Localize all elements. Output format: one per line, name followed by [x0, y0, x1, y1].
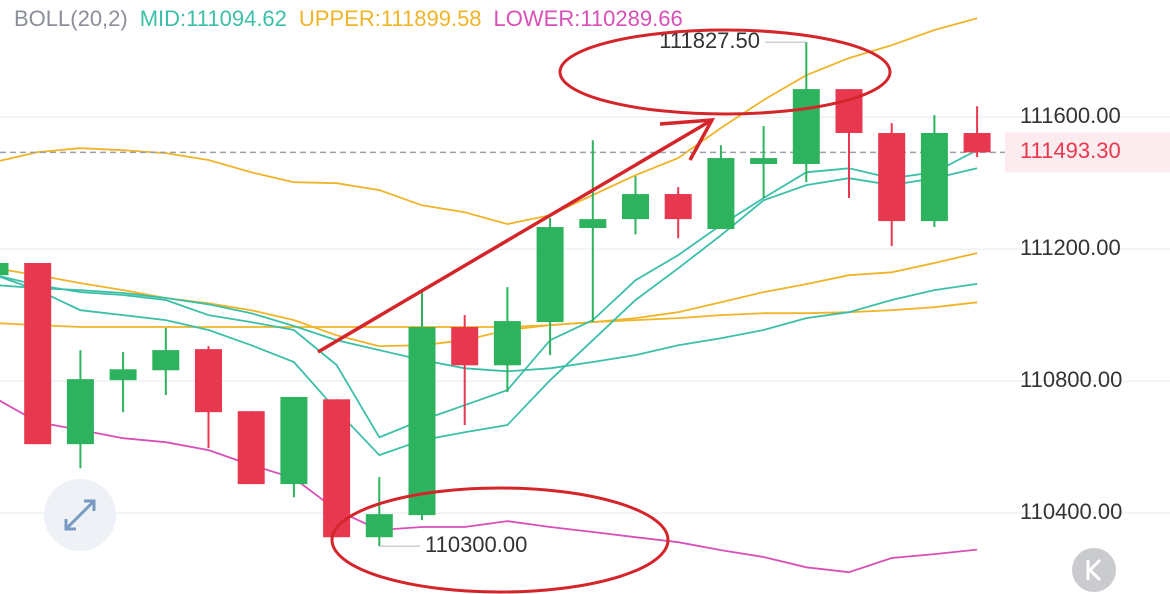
- indicator-label: BOLL(20,2): [14, 6, 128, 31]
- legend-entry: MID:111094.62: [140, 6, 287, 31]
- candle-body: [24, 263, 52, 445]
- candle-body: [195, 349, 222, 413]
- candle-body: [579, 219, 607, 229]
- candle-body: [963, 132, 991, 153]
- indicator-line: [0, 399, 978, 574]
- candle-body: [750, 158, 778, 165]
- indicator-line: [0, 283, 978, 373]
- candle-body: [365, 514, 393, 538]
- indicator-line: [0, 252, 978, 348]
- highlight-ellipse: [330, 486, 670, 594]
- highlight-ellipse: [558, 28, 892, 116]
- candle-body: [622, 194, 649, 220]
- legend-entry: LOWER:110289.66: [494, 6, 683, 31]
- kline-button[interactable]: [1072, 548, 1116, 592]
- last-price-box: [1005, 132, 1170, 173]
- candle-body: [323, 399, 351, 538]
- y-tick-label: 111600.00: [1020, 103, 1121, 128]
- candle-body: [451, 327, 479, 366]
- candle-body: [408, 327, 436, 516]
- candle-body: [109, 369, 137, 381]
- candle-body: [280, 396, 308, 485]
- candle-body: [152, 350, 180, 371]
- legend: BOLL(20,2) MID:111094.62 UPPER:111899.58 L…: [14, 6, 683, 31]
- indicator-line: [0, 149, 978, 439]
- candle-body: [920, 132, 948, 222]
- y-tick-label: 110800.00: [1020, 367, 1122, 392]
- candle-body: [792, 89, 820, 165]
- indicator-line: [0, 301, 978, 328]
- indicator-line: [0, 17, 978, 226]
- candle-body: [493, 321, 521, 366]
- legend-entry: UPPER:111899.58: [299, 6, 482, 31]
- last-price-label: 111493.30: [1020, 138, 1121, 163]
- y-tick-label: 110400.00: [1020, 499, 1122, 524]
- candle-body: [237, 411, 265, 485]
- candle-body: [536, 227, 564, 323]
- trend-arrow: [317, 118, 716, 354]
- indicator-line: [0, 167, 978, 457]
- expand-button[interactable]: [44, 479, 116, 551]
- candle-body: [878, 132, 906, 222]
- candle-body: [66, 379, 94, 445]
- annotation-label: 110300.00: [425, 532, 527, 557]
- y-tick-label: 111200.00: [1020, 235, 1121, 260]
- candle-body: [664, 194, 692, 220]
- candle-body: [707, 158, 735, 230]
- candle-body: [0, 263, 9, 276]
